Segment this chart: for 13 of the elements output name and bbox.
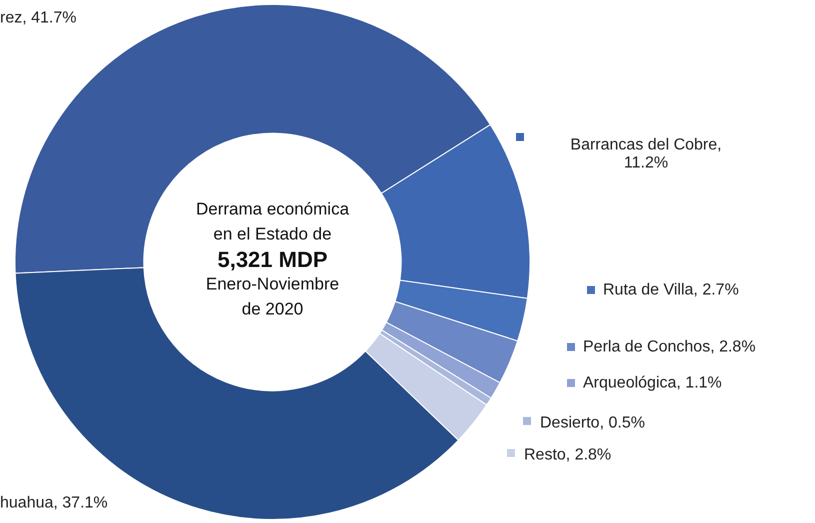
legend-label: Ruta de Villa, 2.7% xyxy=(603,281,739,298)
text: 5,321 MDP xyxy=(217,247,328,272)
text: en el Estado de xyxy=(213,224,332,244)
slice-label: rez, 41.7% xyxy=(0,9,76,26)
text: de 2020 xyxy=(242,300,304,319)
text: Enero-Noviembre xyxy=(206,274,340,294)
legend-label: Perla de Conchos, 2.8% xyxy=(583,338,756,356)
legend-label: Desierto, 0.5% xyxy=(540,414,645,432)
slice-label: Barrancas del Cobre, 11.2% xyxy=(570,136,722,172)
text: Derrama económica xyxy=(196,200,350,219)
legend-label: Arqueológica, 1.1% xyxy=(583,374,722,392)
slice-label: huahua, 37.1% xyxy=(0,494,108,512)
legend-label: Resto, 2.8% xyxy=(524,446,612,464)
